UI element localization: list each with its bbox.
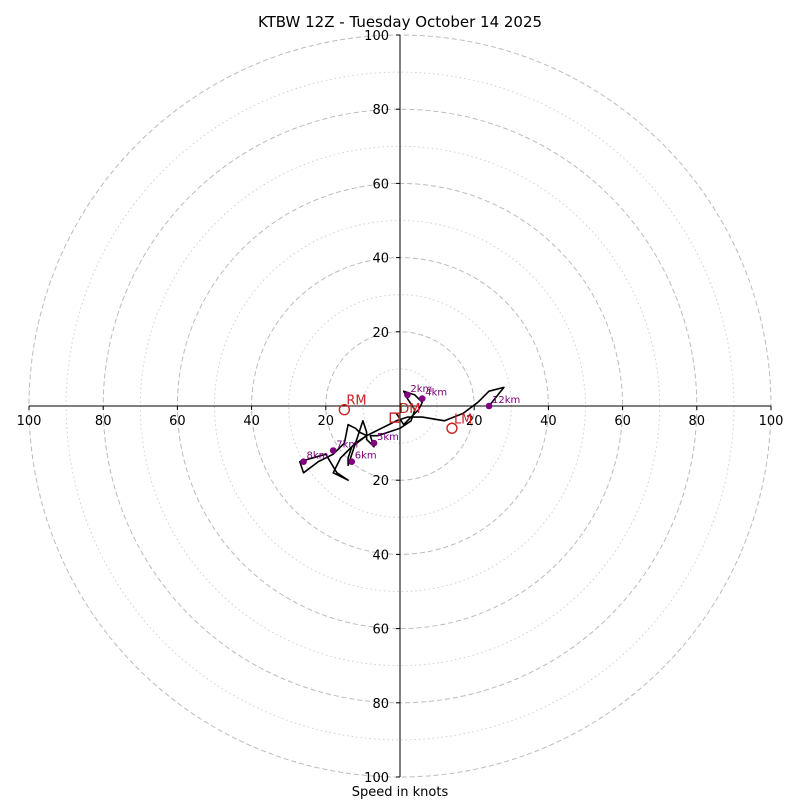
- height-marker-6km: [348, 458, 356, 465]
- chart-title: KTBW 12Z - Tuesday October 14 2025: [258, 13, 542, 31]
- y-tick-label: 100: [364, 29, 389, 44]
- height-label-7km: 7km: [336, 440, 358, 451]
- x-tick-label: 80: [95, 414, 112, 429]
- x-tick-label: 60: [614, 414, 631, 429]
- height-label-6km: 6km: [355, 451, 377, 462]
- y-tick-label: 20: [372, 474, 389, 489]
- y-tick-label: 80: [372, 697, 389, 712]
- height-label-8km: 8km: [307, 451, 329, 462]
- height-marker-7km: [329, 447, 337, 454]
- y-tick-label: 20: [372, 326, 389, 341]
- storm-motion-lm-marker: [446, 422, 458, 434]
- height-label-5km: 5km: [377, 432, 399, 443]
- x-tick-label: 80: [689, 414, 706, 429]
- storm-motion-rm-label: RM: [346, 394, 366, 409]
- storm-motion-dm-label: DM: [399, 402, 420, 417]
- height-marker-8km: [300, 458, 307, 465]
- x-tick-label: 100: [17, 414, 42, 429]
- storm-motion-rm-marker: [338, 404, 351, 416]
- x-tick-label: 20: [466, 414, 483, 429]
- x-tick-label: 100: [759, 414, 784, 429]
- y-tick-label: 60: [372, 623, 389, 638]
- height-label-4km: 4km: [425, 388, 447, 399]
- y-tick-label: 80: [372, 103, 389, 118]
- storm-motion-dm-marker: [389, 412, 400, 423]
- x-tick-label: 20: [318, 414, 335, 429]
- x-tick-label: 40: [540, 414, 557, 429]
- height-marker-2km: [404, 391, 411, 399]
- height-marker-5km: [370, 439, 378, 447]
- y-tick-label: 100: [364, 771, 389, 786]
- axes: [29, 35, 771, 777]
- x-tick-label: 60: [169, 414, 186, 429]
- x-axis-label: Speed in knots: [352, 785, 449, 800]
- height-marker-12km: [485, 402, 493, 410]
- storm-motion-lm-label: LM: [454, 412, 472, 427]
- tick-labels: 100 80 60 40 20 20 40 60 80 100 100 80 60 40 20 20 40 60 8…: [17, 29, 784, 786]
- y-tick-label: 60: [372, 177, 389, 192]
- height-marker-4km: [418, 395, 426, 402]
- y-tick-label: 40: [372, 548, 389, 563]
- height-label-12km: 12km: [492, 395, 520, 406]
- y-tick-label: 40: [372, 252, 389, 267]
- storm-motions: RM LM DM: [338, 394, 472, 434]
- height-label-2km: 2km: [410, 384, 432, 395]
- x-tick-label: 40: [243, 414, 260, 429]
